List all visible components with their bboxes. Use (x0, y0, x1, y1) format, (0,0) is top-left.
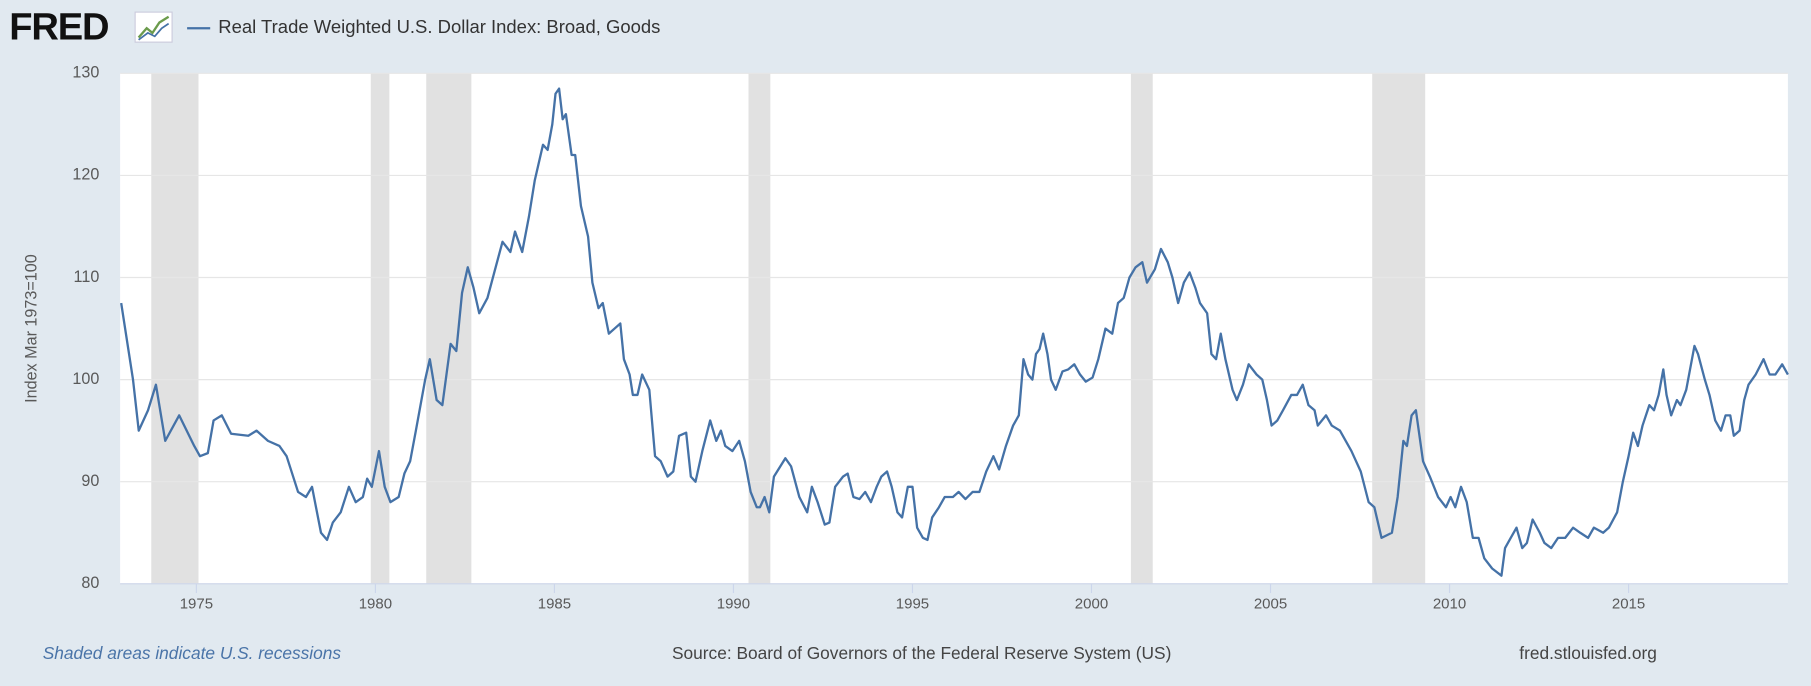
y-tick-label: 110 (74, 268, 100, 286)
y-tick-label: 100 (72, 370, 99, 388)
grid (120, 72, 1788, 594)
y-tick-label: 120 (72, 166, 99, 184)
recession-band (151, 73, 199, 584)
recession-band (1130, 73, 1153, 584)
logo-icon-line (137, 15, 170, 39)
recession-band (370, 73, 390, 584)
x-tick-label: 2000 (1075, 596, 1108, 613)
axis-labels: 80 90 100 110 120 130 1975 1980 1985 1990 1995 2000… (72, 64, 1645, 613)
series (120, 87, 1789, 577)
x-tick-label: 1995 (896, 596, 929, 613)
recessions (151, 73, 1426, 584)
y-axis-label: Index Mar 1973=100 (23, 254, 41, 403)
logo: FRED (9, 6, 108, 48)
logo-icon (134, 11, 173, 43)
source: Source: Board of Governors of the Federa… (672, 643, 1171, 663)
x-tick-label: 2015 (1612, 596, 1645, 613)
y-tick-label: 130 (72, 64, 99, 82)
recession-band (426, 73, 472, 584)
logo-icon-line (138, 22, 170, 41)
x-tick-label: 1980 (359, 596, 392, 613)
x-tick-label: 2005 (1254, 596, 1287, 613)
recession-note: Shaded areas indicate U.S. recessions (43, 643, 342, 663)
series-line (120, 87, 1789, 577)
x-tick-label: 1990 (717, 596, 750, 613)
recession-band (748, 73, 771, 584)
x-tick-label: 1985 (538, 596, 571, 613)
x-tick-label: 1975 (180, 596, 213, 613)
y-tick-label: 90 (81, 472, 99, 490)
legend-label: Real Trade Weighted U.S. Dollar Index: B… (218, 16, 660, 37)
plot-area (120, 73, 1788, 584)
y-tick-label: 80 (81, 574, 99, 592)
recession-band (1372, 73, 1426, 584)
x-tick-label: 2010 (1433, 596, 1466, 613)
site: fred.stlouisfed.org (1519, 643, 1657, 663)
